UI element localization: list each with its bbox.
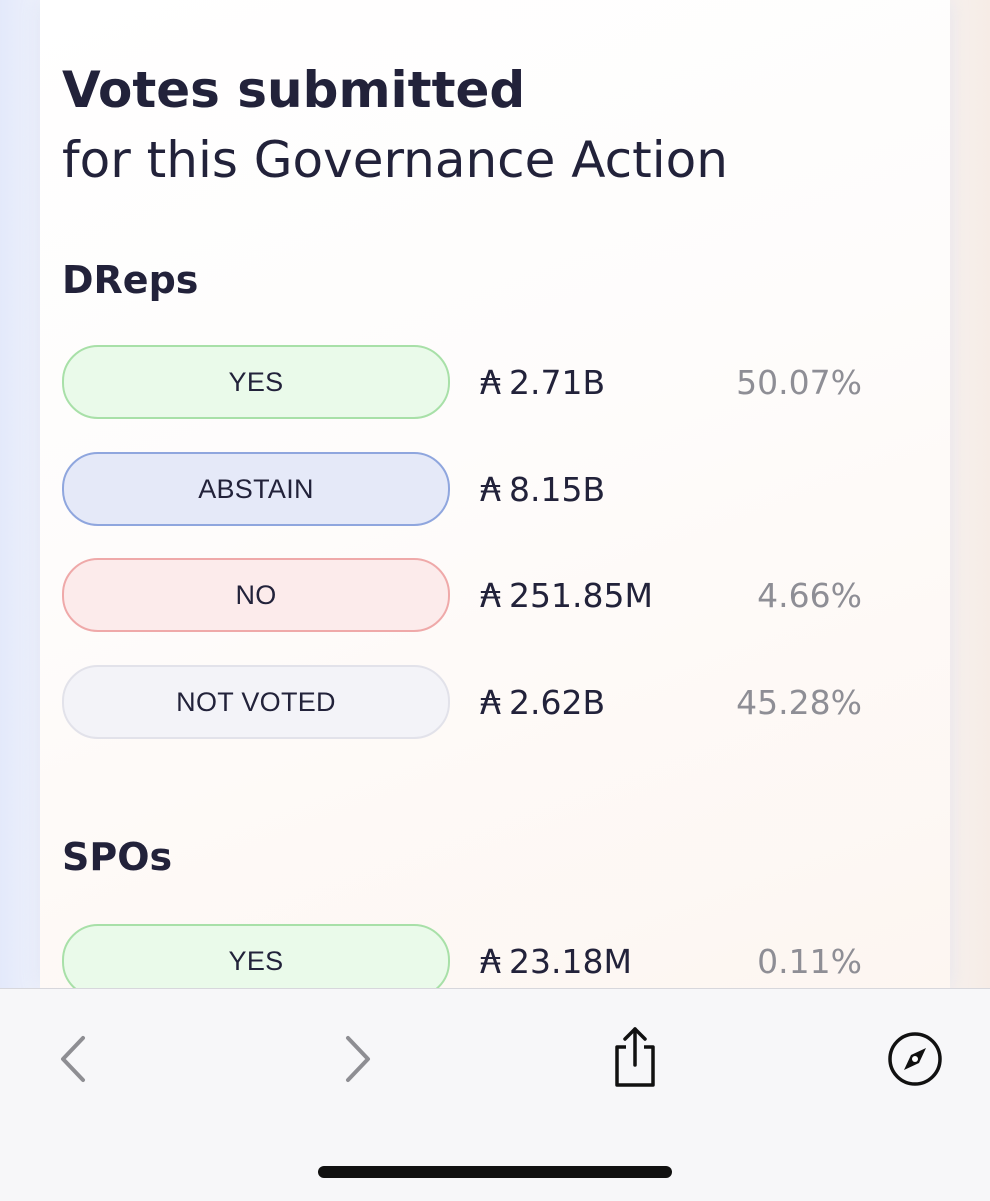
- yes-vote-pill[interactable]: YES: [62, 345, 450, 419]
- drep-no-amount: ₳ 251.85M: [480, 558, 653, 632]
- drep-row-yes: YES ₳ 2.71B 50.07%: [62, 345, 862, 419]
- drep-yes-amount: ₳ 2.71B: [480, 345, 605, 419]
- drep-row-abstain: ABSTAIN ₳ 8.15B: [62, 452, 862, 526]
- ada-icon: ₳: [480, 682, 501, 722]
- safari-button[interactable]: [880, 1024, 950, 1094]
- ada-icon: ₳: [480, 469, 501, 509]
- drep-no-percent: 4.66%: [757, 575, 862, 615]
- spo-yes-amount: ₳ 23.18M: [480, 924, 632, 998]
- spo-yes-percent: 0.11%: [757, 941, 862, 981]
- drep-row-not-voted: NOT VOTED ₳ 2.62B 45.28%: [62, 665, 862, 739]
- title-line-1: Votes submitted: [62, 61, 526, 119]
- share-button[interactable]: [600, 1022, 670, 1092]
- page-title: Votes submitted for this Governance Acti…: [62, 55, 728, 195]
- forward-button[interactable]: [323, 1024, 393, 1094]
- drep-yes-percent: 50.07%: [736, 362, 862, 402]
- spos-heading: SPOs: [62, 835, 173, 879]
- drep-not-voted-amount: ₳ 2.62B: [480, 665, 605, 739]
- amount-value: 251.85M: [509, 575, 653, 615]
- compass-icon: [888, 1032, 942, 1086]
- drep-abstain-amount: ₳ 8.15B: [480, 452, 605, 526]
- drep-row-no: NO ₳ 251.85M 4.66%: [62, 558, 862, 632]
- back-button[interactable]: [38, 1024, 108, 1094]
- forward-icon: [346, 1036, 370, 1082]
- dreps-heading: DReps: [62, 258, 199, 302]
- spo-row-yes: YES ₳ 23.18M 0.11%: [62, 924, 862, 998]
- amount-value: 8.15B: [509, 469, 606, 509]
- abstain-vote-pill[interactable]: ABSTAIN: [62, 452, 450, 526]
- no-vote-pill[interactable]: NO: [62, 558, 450, 632]
- amount-value: 2.62B: [509, 682, 606, 722]
- back-icon: [61, 1036, 85, 1082]
- ada-icon: ₳: [480, 362, 501, 402]
- drep-not-voted-percent: 45.28%: [736, 682, 862, 722]
- ada-icon: ₳: [480, 575, 501, 615]
- browser-toolbar: [0, 988, 990, 1201]
- home-indicator[interactable]: [318, 1166, 672, 1178]
- yes-vote-pill[interactable]: YES: [62, 924, 450, 998]
- ada-icon: ₳: [480, 941, 501, 981]
- share-icon: [615, 1027, 655, 1087]
- not-voted-pill[interactable]: NOT VOTED: [62, 665, 450, 739]
- amount-value: 23.18M: [509, 941, 632, 981]
- amount-value: 2.71B: [509, 362, 606, 402]
- title-line-2: for this Governance Action: [62, 131, 728, 189]
